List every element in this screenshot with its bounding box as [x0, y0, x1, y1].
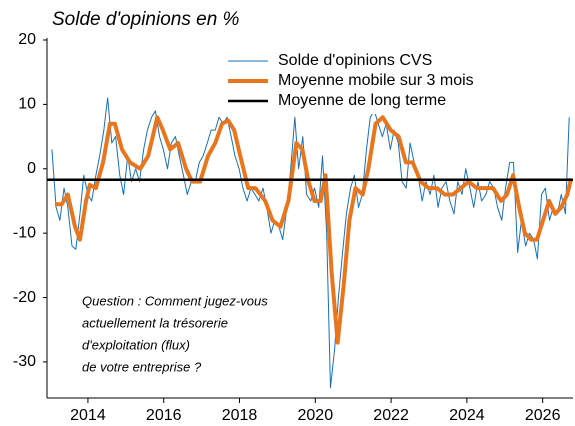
legend-label: Solde d'opinions CVS: [278, 52, 432, 69]
chart-title: Solde d'opinions en %: [52, 9, 240, 30]
y-tick-label: -30: [13, 353, 36, 370]
y-tick-label: -10: [13, 224, 36, 241]
y-tick-label: -20: [13, 289, 36, 306]
annotation: de votre entreprise ?: [82, 359, 202, 374]
annotation: d'exploitation (flux): [82, 337, 190, 352]
x-tick-label: 2026: [525, 407, 561, 424]
legend-box: [224, 48, 524, 114]
annotation: Question : Comment jugez-vous: [82, 293, 268, 308]
series-line: [51, 97, 570, 389]
y-tick-label: 0: [27, 160, 36, 177]
legend-label: Moyenne mobile sur 3 mois: [278, 72, 474, 89]
annotation: actuellement la trésorerie: [82, 315, 228, 330]
x-tick-label: 2022: [373, 407, 409, 424]
y-tick-label: 20: [18, 31, 36, 48]
x-tick-label: 2016: [146, 407, 182, 424]
x-tick-label: 2020: [298, 407, 334, 424]
x-tick-label: 2018: [222, 407, 258, 424]
legend-label: Moyenne de long terme: [278, 92, 446, 109]
x-tick-label: 2024: [449, 407, 485, 424]
y-tick-label: 10: [18, 96, 36, 113]
series-line: [54, 115, 574, 345]
x-tick-label: 2014: [70, 407, 106, 424]
